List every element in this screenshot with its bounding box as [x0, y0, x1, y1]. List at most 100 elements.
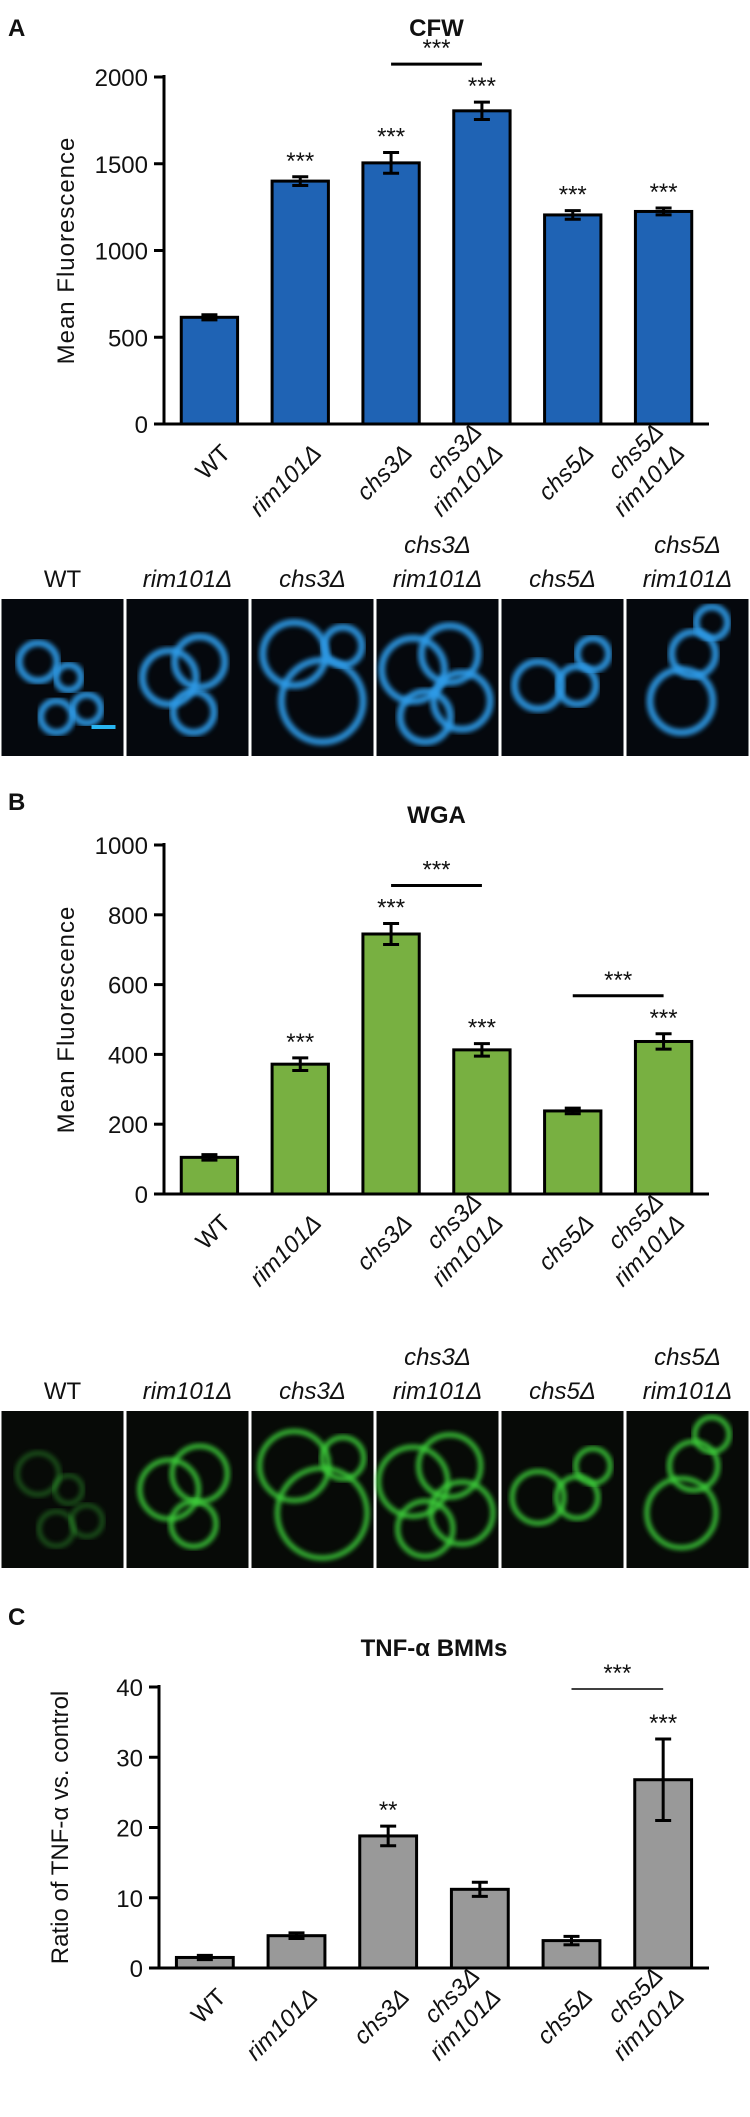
bar [452, 109, 512, 426]
significance-label: *** [559, 182, 587, 209]
bar [449, 1887, 510, 1970]
bar [179, 1155, 240, 1196]
cell [395, 1498, 456, 1559]
cell [509, 1468, 567, 1526]
y-tick-label: 1000 [95, 833, 148, 860]
cell [169, 688, 218, 736]
y-tick-label: 0 [130, 1956, 143, 1983]
y-axis-label: Mean Fluorescence [53, 906, 80, 1134]
x-tick-label: WT [191, 1209, 237, 1255]
error-bar [292, 1056, 309, 1072]
error-bar [383, 150, 400, 175]
significance-label: ** [379, 1797, 398, 1824]
x-tick-label: chs5Δrim101Δ [587, 418, 691, 522]
cell [417, 622, 482, 686]
error-bar [383, 922, 400, 946]
y-tick-label: 800 [108, 903, 148, 930]
y-tick-label: 0 [135, 1182, 148, 1209]
error-bar [380, 1824, 397, 1848]
x-tick-label: chs3Δrim101Δ [405, 418, 509, 522]
cell [319, 1434, 367, 1482]
y-tick-label: 10 [116, 1886, 143, 1913]
chart-title: CFW [409, 15, 464, 42]
cell [430, 669, 494, 733]
error-bar [201, 313, 218, 322]
x-tick-label: rim101Δ [245, 440, 327, 522]
bar [361, 161, 421, 426]
error-bar [201, 1153, 218, 1162]
cell [573, 634, 613, 674]
cell [68, 1502, 105, 1539]
x-tick-label: chs5Δ [532, 1984, 598, 2050]
x-tick-label: WT [186, 1983, 232, 2029]
error-bar [655, 206, 672, 217]
image-label: rim101Δ [143, 566, 232, 593]
bar [633, 1039, 694, 1196]
x-tick-label: chs3Δ [349, 1984, 415, 2050]
chart-title: TNF-α BMMs [361, 1635, 508, 1662]
image-label: WT [44, 1378, 82, 1405]
cell [171, 633, 229, 691]
y-tick-label: 30 [116, 1745, 143, 1772]
cell [257, 1428, 332, 1503]
y-tick-label: 500 [108, 325, 148, 352]
chart-title: WGA [407, 802, 466, 829]
comparison-label: *** [422, 35, 450, 62]
x-tick-label: chs5Δrim101Δ [587, 1188, 691, 1292]
error-bar [564, 209, 581, 221]
bar [179, 315, 240, 426]
image-label: rim101Δ [143, 1378, 232, 1405]
cell [396, 688, 454, 746]
significance-label: *** [650, 1005, 678, 1032]
bar [361, 932, 421, 1196]
significance-label: *** [286, 148, 314, 175]
cell [168, 1499, 219, 1549]
panel-letter: C [8, 1604, 25, 1631]
error-bar [564, 1106, 581, 1116]
comparison-label: *** [422, 857, 450, 884]
bar [452, 1048, 512, 1196]
y-tick-label: 0 [135, 412, 148, 439]
cell [320, 623, 366, 669]
significance-label: *** [377, 123, 405, 150]
image-label: chs5Δ rim101Δ [643, 1344, 732, 1405]
cell [378, 634, 449, 705]
micrograph [126, 1411, 249, 1568]
bar [543, 213, 603, 426]
cell [692, 1414, 732, 1455]
y-tick-label: 200 [108, 1112, 148, 1139]
bar [270, 1062, 330, 1196]
bar [633, 209, 694, 426]
error-bar [473, 100, 490, 122]
y-tick-label: 1500 [95, 152, 148, 179]
x-tick-label: chs3Δrim101Δ [403, 1962, 507, 2066]
comparison-label: *** [604, 967, 632, 994]
x-tick-label: chs5Δ [533, 1210, 599, 1276]
y-axis-label: Mean Fluorescence [53, 137, 80, 365]
image-label: chs5Δ [529, 566, 596, 593]
y-tick-label: 2000 [95, 65, 148, 92]
significance-label: *** [468, 1015, 496, 1042]
image-label: chs5Δ rim101Δ [643, 532, 732, 593]
x-tick-label: chs3Δrim101Δ [405, 1188, 509, 1292]
cell [277, 656, 367, 746]
significance-label: *** [650, 179, 678, 206]
error-bar [471, 1880, 488, 1898]
cell [69, 691, 105, 727]
y-tick-label: 20 [116, 1816, 143, 1843]
y-tick-label: 400 [108, 1042, 148, 1069]
cell [139, 647, 200, 708]
cell [416, 1432, 484, 1500]
error-bar [196, 1953, 213, 1962]
y-tick-label: 600 [108, 973, 148, 1000]
error-bar [655, 1737, 672, 1822]
cell [15, 639, 61, 685]
x-tick-label: rim101Δ [245, 1210, 327, 1292]
bar [270, 179, 330, 426]
image-label: chs3Δ [279, 566, 346, 593]
significance-label: *** [468, 73, 496, 100]
significance-label: *** [649, 1710, 677, 1737]
panel-letter: B [8, 789, 25, 816]
comparison-label: *** [603, 1660, 631, 1687]
